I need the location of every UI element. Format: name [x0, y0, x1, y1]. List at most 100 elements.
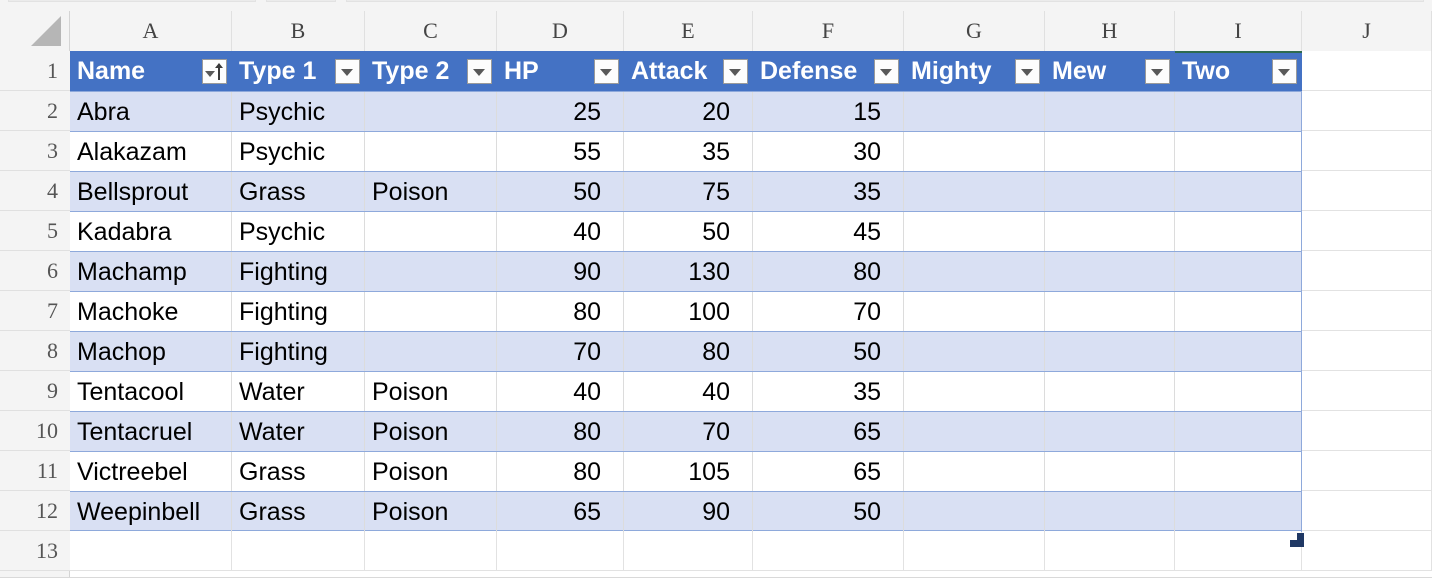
cell-E8[interactable]: 80: [624, 332, 753, 372]
cell-C12[interactable]: Poison: [365, 492, 497, 532]
cell-C13[interactable]: [365, 531, 497, 571]
cell-J3[interactable]: [1302, 131, 1432, 171]
cell-D4[interactable]: 50: [497, 172, 624, 212]
cell-J1[interactable]: [1302, 51, 1432, 91]
cell-D5[interactable]: 40: [497, 212, 624, 252]
cell-D12[interactable]: 65: [497, 492, 624, 532]
cell-B12[interactable]: Grass: [232, 492, 365, 532]
cell-G3[interactable]: [904, 132, 1045, 172]
cell-E2[interactable]: 20: [624, 92, 753, 132]
column-header-j[interactable]: J: [1302, 11, 1432, 51]
column-header-a[interactable]: A: [70, 11, 232, 51]
row-header-6[interactable]: 6: [0, 251, 70, 291]
cell-I5[interactable]: [1175, 212, 1302, 252]
row-header-4[interactable]: 4: [0, 171, 70, 211]
cell-D11[interactable]: 80: [497, 452, 624, 492]
cell-F8[interactable]: 50: [753, 332, 904, 372]
cell-F9[interactable]: 35: [753, 372, 904, 412]
table-row[interactable]: Victreebel Grass Poison 80 105 65: [70, 451, 1302, 492]
cell-J2[interactable]: [1302, 91, 1432, 131]
cell-E11[interactable]: 105: [624, 452, 753, 492]
filter-dropdown-icon-defense[interactable]: [874, 59, 899, 84]
filter-dropdown-icon-type2[interactable]: [467, 59, 492, 84]
column-header-g[interactable]: G: [904, 11, 1045, 51]
cell-H8[interactable]: [1045, 332, 1175, 372]
cell-B6[interactable]: Fighting: [232, 252, 365, 292]
cell-C6[interactable]: [365, 252, 497, 292]
column-header-c[interactable]: C: [365, 11, 497, 51]
cell-G8[interactable]: [904, 332, 1045, 372]
cell-A10[interactable]: Tentacruel: [70, 412, 232, 452]
cell-G9[interactable]: [904, 372, 1045, 412]
cell-I11[interactable]: [1175, 452, 1302, 492]
cell-G11[interactable]: [904, 452, 1045, 492]
cell-G13[interactable]: [904, 531, 1045, 571]
table-row[interactable]: Bellsprout Grass Poison 50 75 35: [70, 171, 1302, 212]
cell-A6[interactable]: Machamp: [70, 252, 232, 292]
cell-B9[interactable]: Water: [232, 372, 365, 412]
row-header-9[interactable]: 9: [0, 371, 70, 411]
row-header-2[interactable]: 2: [0, 91, 70, 131]
cell-D6[interactable]: 90: [497, 252, 624, 292]
cell-I4[interactable]: [1175, 172, 1302, 212]
row-header-12[interactable]: 12: [0, 491, 70, 531]
cell-B4[interactable]: Grass: [232, 172, 365, 212]
column-header-e[interactable]: E: [624, 11, 753, 51]
table-row[interactable]: Alakazam Psychic 55 35 30: [70, 131, 1302, 172]
cell-E3[interactable]: 35: [624, 132, 753, 172]
cell-B7[interactable]: Fighting: [232, 292, 365, 332]
cell-J13[interactable]: [1302, 531, 1432, 571]
cell-J4[interactable]: [1302, 171, 1432, 211]
cell-J5[interactable]: [1302, 211, 1432, 251]
cell-A5[interactable]: Kadabra: [70, 212, 232, 252]
cell-J9[interactable]: [1302, 371, 1432, 411]
cell-H5[interactable]: [1045, 212, 1175, 252]
cell-A3[interactable]: Alakazam: [70, 132, 232, 172]
cell-J7[interactable]: [1302, 291, 1432, 331]
cell-G6[interactable]: [904, 252, 1045, 292]
table-row[interactable]: Kadabra Psychic 40 50 45: [70, 211, 1302, 252]
cell-J11[interactable]: [1302, 451, 1432, 491]
cell-H4[interactable]: [1045, 172, 1175, 212]
cell-B10[interactable]: Water: [232, 412, 365, 452]
row-header-1[interactable]: 1: [0, 51, 70, 91]
cell-F13[interactable]: [753, 531, 904, 571]
cell-D3[interactable]: 55: [497, 132, 624, 172]
cell-F4[interactable]: 35: [753, 172, 904, 212]
row-header-10[interactable]: 10: [0, 411, 70, 451]
cell-H10[interactable]: [1045, 412, 1175, 452]
cell-A8[interactable]: Machop: [70, 332, 232, 372]
column-header-i[interactable]: I: [1175, 11, 1302, 51]
cell-D10[interactable]: 80: [497, 412, 624, 452]
cell-F5[interactable]: 45: [753, 212, 904, 252]
cell-I13[interactable]: [1175, 531, 1302, 571]
cell-E6[interactable]: 130: [624, 252, 753, 292]
cell-C9[interactable]: Poison: [365, 372, 497, 412]
filter-dropdown-icon-hp[interactable]: [594, 59, 619, 84]
table-row[interactable]: Tentacruel Water Poison 80 70 65: [70, 411, 1302, 452]
cell-B5[interactable]: Psychic: [232, 212, 365, 252]
cell-G5[interactable]: [904, 212, 1045, 252]
cell-C2[interactable]: [365, 92, 497, 132]
table-row[interactable]: Weepinbell Grass Poison 65 90 50: [70, 491, 1302, 532]
cell-F3[interactable]: 30: [753, 132, 904, 172]
cell-A2[interactable]: Abra: [70, 92, 232, 132]
cell-G2[interactable]: [904, 92, 1045, 132]
filter-dropdown-icon-type1[interactable]: [335, 59, 360, 84]
filter-dropdown-icon-mighty[interactable]: [1015, 59, 1040, 84]
name-box-partial[interactable]: [8, 0, 256, 2]
cell-H12[interactable]: [1045, 492, 1175, 532]
cell-C3[interactable]: [365, 132, 497, 172]
cell-I2[interactable]: [1175, 92, 1302, 132]
table-resize-handle[interactable]: [1290, 533, 1304, 547]
row-header-7[interactable]: 7: [0, 291, 70, 331]
cell-F6[interactable]: 80: [753, 252, 904, 292]
cell-J10[interactable]: [1302, 411, 1432, 451]
row-header-5[interactable]: 5: [0, 211, 70, 251]
cell-C8[interactable]: [365, 332, 497, 372]
cell-C11[interactable]: Poison: [365, 452, 497, 492]
table-row[interactable]: Machop Fighting 70 80 50: [70, 331, 1302, 372]
cell-F11[interactable]: 65: [753, 452, 904, 492]
cell-B11[interactable]: Grass: [232, 452, 365, 492]
cell-I9[interactable]: [1175, 372, 1302, 412]
